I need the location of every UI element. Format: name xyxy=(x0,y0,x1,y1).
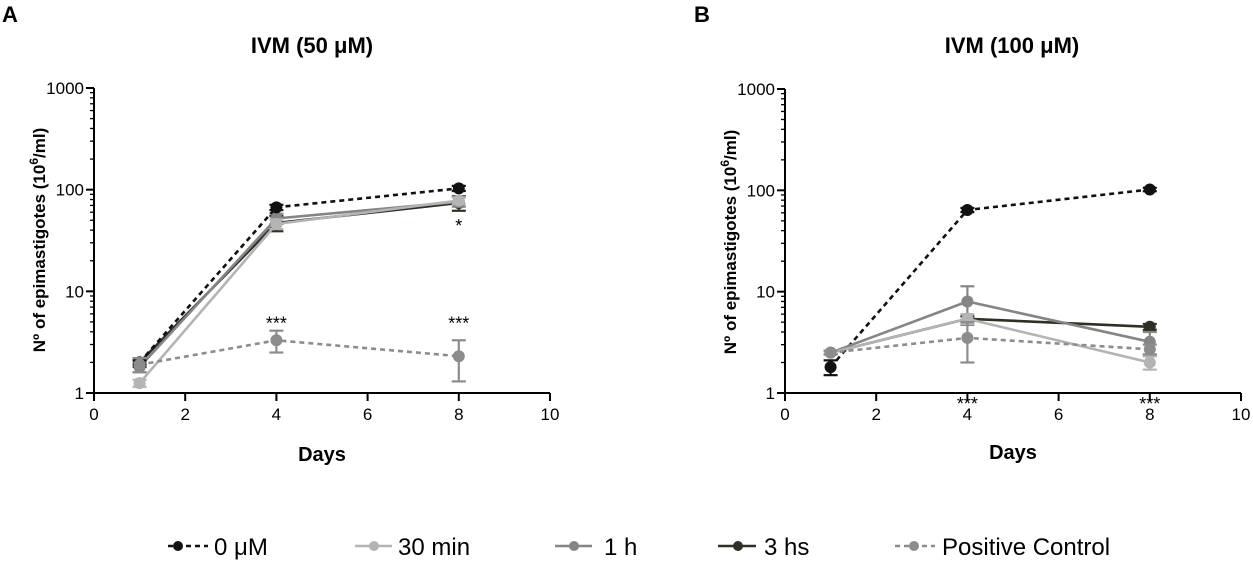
x-tick-label: 4 xyxy=(963,405,972,424)
legend-label: 1 h xyxy=(604,534,637,561)
panel-b-y-axis-label: Nº of epimastigotes (106/ml) xyxy=(718,130,740,355)
panel-a-x-axis-label: Days xyxy=(298,444,346,466)
y-tick-label: 10 xyxy=(65,282,84,301)
series-line xyxy=(138,187,459,364)
series-positive-control xyxy=(823,321,1157,364)
y-tick-label: 1000 xyxy=(46,79,84,98)
y-tick-label: 10 xyxy=(756,283,775,302)
y-tick-label: 1 xyxy=(766,384,775,403)
x-tick-label: 8 xyxy=(1145,405,1154,424)
legend-marker xyxy=(733,541,743,551)
x-tick-label: 2 xyxy=(871,405,880,424)
panel-b-x-axis-label: Days xyxy=(989,442,1037,464)
panel-b: B IVM (100 μM) 1 10 100 1000 0 2 4 6 8 10 *** *** … xyxy=(694,2,1250,464)
data-point xyxy=(961,295,974,308)
y-tick-label: 100 xyxy=(747,181,775,200)
data-point xyxy=(452,350,465,363)
panel-a-y-axis-label: Nº of epimastigotes (106/ml) xyxy=(27,128,49,353)
data-point xyxy=(1143,356,1156,369)
data-point xyxy=(824,346,837,359)
data-point xyxy=(961,331,974,344)
legend-marker xyxy=(569,541,579,551)
legend-item-1-h: 1 h xyxy=(555,534,637,561)
legend-item-0-um: 0 μM xyxy=(168,534,268,561)
series-1-h xyxy=(823,285,1157,359)
panel-b-title: IVM (100 μM) xyxy=(945,33,1079,58)
legend-label: 3 hs xyxy=(764,534,809,561)
legend-label: 0 μM xyxy=(214,534,268,561)
significance-marker: *** xyxy=(448,314,469,334)
x-tick-label: 10 xyxy=(1232,405,1251,424)
series-30-min xyxy=(132,194,466,390)
series-0-um xyxy=(823,183,1157,377)
panel-b-letter: B xyxy=(694,2,710,27)
panel-a-axes: 1 10 100 1000 0 2 4 6 8 10 xyxy=(46,79,559,424)
panel-a-annotations: *** **** xyxy=(266,216,469,334)
panel-a-title: IVM (50 μM) xyxy=(251,33,373,58)
data-point xyxy=(133,358,146,371)
x-tick-label: 0 xyxy=(89,405,98,424)
panel-b-annotations: *** *** xyxy=(957,394,1160,414)
significance-marker: *** xyxy=(266,314,287,334)
panel-b-axes: 1 10 100 1000 0 2 4 6 8 10 xyxy=(737,80,1250,424)
x-tick-label: 0 xyxy=(780,405,789,424)
series-0-um xyxy=(132,182,466,369)
legend-item-positive-control: Positive Control xyxy=(895,534,1110,561)
data-point xyxy=(961,203,974,216)
legend-item-30-min: 30 min xyxy=(355,534,470,561)
data-point xyxy=(452,182,465,195)
series-line xyxy=(139,338,459,366)
legend-item-3-hs: 3 hs xyxy=(718,534,809,561)
series-line xyxy=(138,201,459,364)
data-point xyxy=(1143,343,1156,356)
y-tick-label: 1000 xyxy=(737,80,775,99)
legend: 0 μM 30 min 1 h 3 hs Positive Control xyxy=(168,534,1110,561)
x-tick-label: 6 xyxy=(363,405,372,424)
panel-a-letter: A xyxy=(2,2,18,27)
data-point xyxy=(824,361,837,374)
data-point xyxy=(133,377,146,390)
data-point xyxy=(270,334,283,347)
x-tick-label: 4 xyxy=(272,405,281,424)
legend-marker xyxy=(369,541,379,551)
data-point xyxy=(452,194,465,207)
significance-marker: *** xyxy=(1139,394,1160,414)
panel-b-series xyxy=(823,183,1157,377)
panel-a-series xyxy=(132,182,466,390)
x-tick-label: 10 xyxy=(541,405,560,424)
y-tick-label: 100 xyxy=(56,181,84,200)
significance-marker: *** xyxy=(957,394,978,414)
legend-marker xyxy=(173,541,183,551)
data-point xyxy=(1143,183,1156,196)
data-point xyxy=(270,201,283,214)
data-point xyxy=(270,217,283,230)
series-positive-control xyxy=(132,329,466,383)
data-point xyxy=(1143,320,1156,333)
x-tick-label: 2 xyxy=(180,405,189,424)
x-tick-label: 8 xyxy=(454,405,463,424)
legend-marker xyxy=(909,541,919,551)
legend-label: Positive Control xyxy=(942,534,1110,561)
significance-marker: * xyxy=(455,216,462,236)
series-line xyxy=(138,200,459,368)
x-tick-label: 6 xyxy=(1054,405,1063,424)
series-30-min xyxy=(823,312,1157,371)
y-tick-label: 1 xyxy=(75,384,84,403)
legend-label: 30 min xyxy=(398,534,470,561)
